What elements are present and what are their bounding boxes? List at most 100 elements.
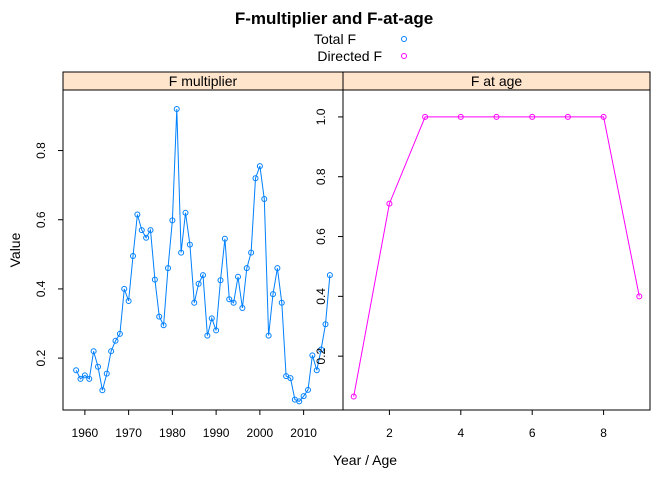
legend-marker-total-f [401,36,407,42]
panel1-data-point [287,375,294,382]
panel1-data-point [261,195,268,202]
panel2-frame [342,89,651,411]
panel1-data-point [239,304,246,311]
panel1-data-point [160,322,167,329]
legend-label-directed-f: Directed F [317,48,382,64]
panel2-data-point [422,113,429,120]
panel2-y-tick-label: 0.6 [314,228,328,245]
panel2-strip-title: F at age [471,73,523,89]
panel1-data-point [81,372,88,379]
panel1-data-point [256,163,263,170]
panel1-y-tick-label: 0.6 [34,211,48,228]
panel2-data-point [529,113,536,120]
panel2-data-point [636,293,643,300]
panel1-strip-title: F multiplier [169,73,238,89]
panel2-y-tick-label: 1.0 [314,108,328,125]
panel2-data-point [564,113,571,120]
panel1-data-point [217,277,224,284]
panel1-x-tick-label: 2000 [247,426,274,440]
legend-marker-directed-f [401,53,407,59]
panel1-x-tick-label: 1980 [159,426,186,440]
panel2-x-tick-label: 8 [600,426,607,440]
panel1-data-point [147,227,154,234]
panel1-data-point [296,398,303,405]
panel1-data-point [230,299,237,306]
legend: Total F Directed F [314,31,407,64]
panel1-data-point [274,265,281,272]
panel2-y-tick-label: 0.8 [314,168,328,185]
panel1-data-point [165,265,171,272]
panel2-data-point [457,113,464,120]
panel1-data-point [243,265,250,272]
panel1-data-point [112,337,119,344]
x-axis-label: Year / Age [333,452,397,468]
panel1-data-point [108,348,115,355]
panel2-data-point [600,113,607,120]
panel1-frame [62,89,344,411]
panel1-x-tick-label: 1960 [72,426,99,440]
panel1-data-point [173,106,180,113]
panel2-x-tick-label: 2 [386,426,393,440]
panel1-data-point [186,241,193,248]
panel1-data-point [278,299,285,306]
panel1-data-point [208,315,215,322]
panel1-data-point [99,387,106,394]
panel2-x-tick-label: 4 [457,426,464,440]
panel1-data-point [326,272,333,279]
panel1-data-point [130,253,136,260]
panel1-data-point [125,298,132,305]
panel1-data-point [73,367,80,374]
panel1-data-point [134,211,141,218]
panel1-y-tick-label: 0.8 [34,142,48,159]
panel1-data-point [265,332,272,339]
chart-title: F-multiplier and F-at-age [235,9,433,28]
panel1-data-point [300,393,307,400]
panel1-y-tick-label: 0.2 [34,349,48,366]
panel1-series-line [75,108,331,403]
panel1-data-point [103,370,110,377]
panel1-data-point [221,235,228,242]
panel2-y-tick-label: 0.4 [314,288,328,305]
panel2-data-point [350,393,357,400]
panel1-data-point [309,352,316,359]
panel1-data-point [204,332,211,339]
panel1-data-point [270,291,276,298]
panel1-data-point [248,249,255,256]
panel2-x-tick-label: 6 [529,426,536,440]
panel1-data-point [116,330,123,337]
panel1-data-point [305,386,311,393]
panel1-data-point [235,273,241,280]
panel1-data-point [138,227,145,234]
panel1-x-tick-label: 2010 [290,426,317,440]
panel1-data-point [143,234,150,241]
panel1-data-point [318,346,325,353]
panel1-x-tick-label: 1970 [115,426,142,440]
legend-label-total-f: Total F [314,31,356,47]
y-axis-label: Value [7,232,23,267]
panel1-x-tick-label: 1990 [203,426,230,440]
panel1-data-point [322,321,329,328]
panel1-data-point [182,209,189,216]
panel1-data-point [77,375,84,382]
panel1-data-point [151,276,158,283]
panel1-data-point [313,367,320,374]
panel1-data-point [178,249,185,256]
panel1-data-point [200,272,206,279]
panel2-y-tick-label: 0.2 [314,348,328,365]
panel1-data-point [169,217,176,224]
panel1-data-point [90,348,97,355]
panel1-y-tick-label: 0.4 [34,280,48,297]
panel1-data-point [195,280,202,287]
panel2-data-point [386,200,393,207]
panel1-data-point [156,313,163,320]
panel2-data-point [493,113,500,120]
panel2-series-line [353,116,640,397]
panel1-data-point [213,327,220,334]
panel-f-at-age: F at age 2 4 6 8 0.2 0.4 0.6 0.8 1.0 [314,71,651,440]
panel1-data-point [86,375,93,382]
panel1-data-point [121,285,128,292]
panel1-data-point [226,296,233,303]
panel-f-multiplier: F multiplier 1960 1970 1980 1990 2000 2010 0.2 0… [34,71,344,440]
panel1-data-point [191,299,198,306]
